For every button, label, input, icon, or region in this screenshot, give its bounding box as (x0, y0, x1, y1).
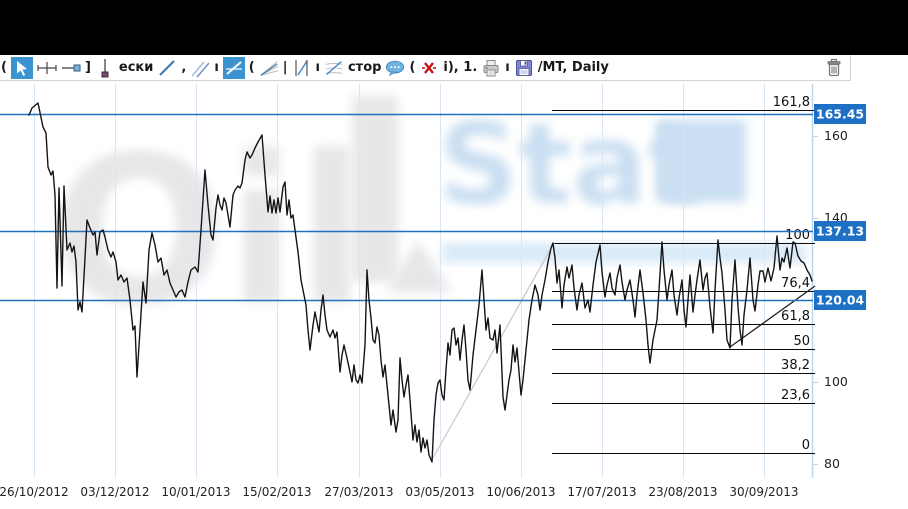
y-axis-tick-label: 100 (824, 374, 848, 389)
delete-chart-button[interactable] (823, 57, 845, 79)
gann-fan-tool-icon[interactable] (259, 58, 279, 78)
trendline-tool-button[interactable] (222, 56, 245, 79)
cursor-icon (12, 58, 32, 78)
fibonacci-tool-icon[interactable] (324, 58, 344, 78)
channel-lines-tool-icon[interactable] (190, 58, 210, 78)
fib-level-label: 61,8 (781, 309, 810, 324)
date-label: 26/10/2012 (0, 485, 69, 499)
toolbar-text-fragment: ı (505, 59, 510, 75)
fib-level-label: 50 (793, 334, 810, 349)
date-label: 30/09/2013 (729, 485, 798, 499)
toolbar-text-fragment: ı (315, 59, 320, 75)
vertical-line-tool-icon[interactable] (95, 58, 115, 78)
trash-icon (824, 58, 844, 78)
y-axis-tick-label: 80 (824, 456, 840, 471)
watermark-shape (442, 243, 806, 263)
zigzag-line (432, 242, 555, 459)
horizontal-segment-tool-icon[interactable] (61, 58, 81, 78)
date-label: 23/08/2013 (648, 485, 717, 499)
watermark-shape (656, 120, 746, 202)
price-series-line (28, 102, 813, 463)
toolbar-text-fragment: ески (118, 59, 154, 75)
toolbar-text-fragment: | (282, 59, 288, 75)
y-axis-tick-label: 160 (824, 128, 848, 143)
price-badges-group: 165.45 137.13 120.04 (814, 104, 866, 310)
fib-level-label: 38,2 (781, 358, 810, 373)
price-level-lines-group (0, 113, 813, 302)
fib-level-label: 100 (785, 228, 810, 243)
window-top-bar (0, 0, 908, 55)
date-label: 03/12/2012 (80, 485, 149, 499)
trendline-icon (224, 58, 244, 78)
toolbar-text-fragment: ( (248, 59, 255, 75)
price-badge-label: 137.13 (816, 224, 864, 239)
fib-level-label: 23,6 (781, 388, 810, 403)
fib-level-label: 0 (802, 438, 810, 453)
annotation-lines-group (432, 242, 816, 459)
price-badge-label: 120.04 (816, 293, 865, 308)
price-series-group (28, 102, 813, 463)
toolbar-text-fragment: , (181, 59, 187, 75)
trend-segment-tool-icon[interactable] (157, 58, 177, 78)
price-badge (814, 290, 866, 310)
date-label: 10/06/2013 (486, 485, 555, 499)
gridlines-group (34, 84, 814, 478)
comment-bubble-icon[interactable] (385, 58, 405, 78)
watermark-shape (386, 240, 452, 292)
watermark-group: Oil Stat (52, 96, 806, 351)
date-label: 15/02/2013 (242, 485, 311, 499)
print-icon[interactable] (481, 58, 501, 78)
fib-level-label: 76,4 (781, 276, 810, 291)
toolbar-text-fragment: i), 1. (443, 59, 478, 75)
toolbar-text-fragment: стор (347, 59, 382, 75)
fib-level-label: 161,8 (773, 95, 810, 110)
trend-line (729, 285, 816, 348)
watermark-shape (352, 96, 398, 282)
price-badge (814, 104, 866, 124)
chart-title: /MT, Daily (537, 59, 609, 75)
cursor-tool-button[interactable] (10, 56, 33, 79)
date-label: 17/07/2013 (567, 485, 636, 499)
toolbar-text-fragment: ( (1, 59, 7, 75)
crosshair-tool-icon[interactable] (37, 58, 57, 78)
price-badge (814, 221, 866, 241)
date-label: 03/05/2013 (405, 485, 474, 499)
date-label: 27/03/2013 (324, 485, 393, 499)
chart-toolbar: ( ] ески , ı (0, 55, 851, 81)
save-icon[interactable] (514, 58, 534, 78)
toolbar-text-fragment: ı (214, 59, 219, 75)
x-axis-dates-group: 26/10/2012 03/12/2012 10/01/2013 15/02/2013… (0, 485, 799, 499)
price-badge-label: 165.45 (816, 107, 864, 122)
parallel-channel-tool-icon[interactable] (292, 58, 312, 78)
toolbar-text-fragment: ] (84, 59, 91, 75)
toolbar-text-fragment: ( (409, 59, 416, 75)
delete-x-icon[interactable] (419, 58, 439, 78)
date-label: 10/01/2013 (161, 485, 230, 499)
